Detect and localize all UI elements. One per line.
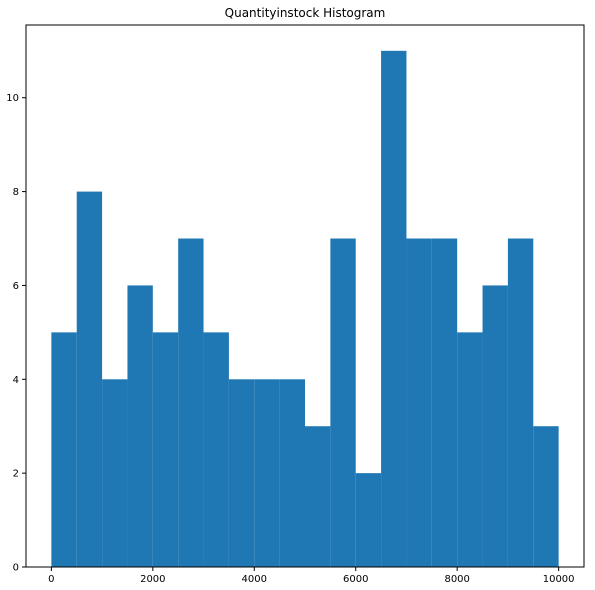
- histogram-bar: [355, 473, 382, 567]
- histogram-bar: [127, 285, 153, 567]
- y-tick-label: 2: [13, 469, 19, 480]
- histogram-bar: [305, 426, 331, 567]
- bars-group: [51, 50, 559, 568]
- histogram-bar: [457, 332, 483, 567]
- x-tick-label: 6000: [343, 574, 368, 585]
- histogram-bar: [178, 238, 204, 568]
- histogram-bar: [431, 238, 458, 568]
- y-tick-label: 8: [13, 187, 19, 198]
- histogram-bar: [482, 285, 508, 567]
- x-axis: 0 2000 4000 6000 8000 10000: [48, 567, 575, 585]
- histogram-bar: [228, 379, 255, 567]
- plot-frame: [25, 24, 585, 568]
- x-tick-label: 4000: [242, 574, 267, 585]
- histogram-bar: [51, 332, 77, 567]
- histogram-bar: [381, 50, 407, 568]
- chart-title: Quantityinstock Histogram: [225, 6, 386, 20]
- histogram-bar: [330, 238, 356, 568]
- y-tick-label: 10: [6, 93, 19, 104]
- histogram-bar: [406, 238, 432, 568]
- x-tick-label: 2000: [140, 574, 165, 585]
- x-tick-label: 8000: [444, 574, 469, 585]
- x-tick-label: 10000: [543, 574, 575, 585]
- histogram-bar: [533, 426, 559, 567]
- y-tick-label: 6: [13, 281, 19, 292]
- histogram-bar: [152, 332, 179, 567]
- histogram-bar: [76, 191, 103, 567]
- x-tick-label: 0: [48, 574, 54, 585]
- y-tick-label: 4: [13, 375, 19, 386]
- histogram-bar: [203, 332, 229, 567]
- y-tick-label: 0: [13, 563, 19, 574]
- histogram-bar: [507, 238, 534, 568]
- histogram-bar: [254, 379, 280, 567]
- y-axis: 0 2 4 6 8 10: [6, 93, 26, 574]
- histogram-bar: [102, 379, 128, 567]
- histogram-bar: [279, 379, 305, 567]
